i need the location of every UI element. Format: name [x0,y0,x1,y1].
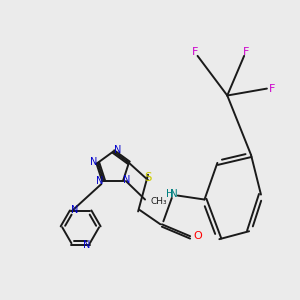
Text: F: F [269,84,275,94]
Text: N: N [170,189,178,199]
Text: O: O [193,231,202,241]
Text: N: N [71,205,79,215]
Text: F: F [191,47,198,57]
Text: N: N [90,157,97,167]
Text: F: F [242,47,249,57]
Text: N: N [82,240,90,250]
Text: N: N [114,145,122,155]
Text: S: S [144,171,152,184]
Text: N: N [96,176,103,186]
Text: H: H [166,189,173,199]
Text: CH₃: CH₃ [150,196,167,206]
Text: N: N [123,175,130,184]
